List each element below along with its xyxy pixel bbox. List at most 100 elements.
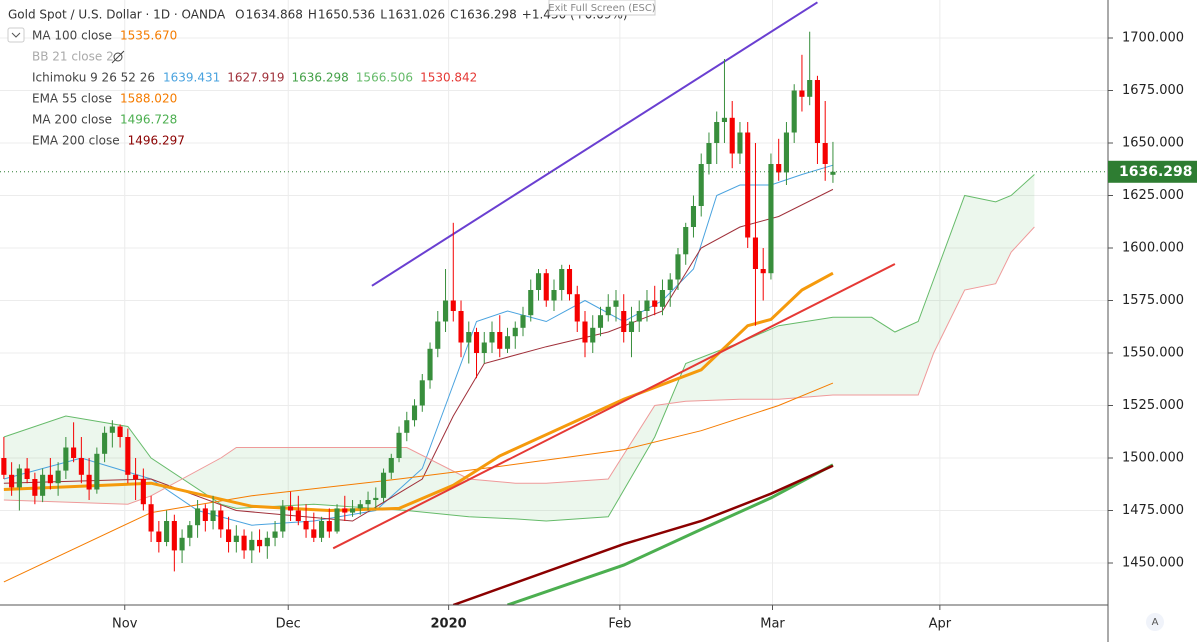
candle-body xyxy=(776,164,782,173)
legend-value: 1566.506 xyxy=(356,71,413,85)
candle-body xyxy=(799,90,805,97)
legend-name: EMA 55 close xyxy=(32,92,112,106)
candle-body xyxy=(450,300,456,312)
legend-value: 1627.919 xyxy=(227,71,284,85)
candle-body xyxy=(257,539,263,547)
candle-body xyxy=(349,508,356,513)
legend-name: MA 100 close xyxy=(32,29,112,43)
candle-body xyxy=(528,290,534,316)
candle-body xyxy=(86,474,92,490)
x-tick-label: Dec xyxy=(276,617,301,632)
candle-body xyxy=(551,290,557,301)
collapse-icon xyxy=(11,32,21,38)
candle-body xyxy=(373,497,379,501)
candle-body xyxy=(721,117,728,123)
indicator-line xyxy=(452,464,834,605)
ohlc-value: 1650.536 xyxy=(318,8,375,22)
ichimoku-line xyxy=(3,164,834,526)
candle-body xyxy=(396,432,402,459)
exit-button-label[interactable]: Exit Full Screen (ESC) xyxy=(548,3,656,14)
candle-body xyxy=(760,269,766,274)
legend-value: 1588.020 xyxy=(120,92,177,106)
ohlc-key: L xyxy=(380,8,387,22)
candle-body xyxy=(388,458,394,473)
candle-body xyxy=(357,504,363,509)
candle-body xyxy=(504,336,511,349)
candle-body xyxy=(830,171,836,175)
ohlc-key: H xyxy=(308,8,317,22)
candle-body xyxy=(303,521,309,530)
candle-body xyxy=(71,447,77,459)
legend-name: EMA 200 close xyxy=(32,134,120,148)
candle-body xyxy=(768,164,774,274)
exit-button[interactable] xyxy=(548,0,656,16)
plot-area xyxy=(1,1,1035,605)
candle-body xyxy=(535,273,542,291)
legend-value: 1535.670 xyxy=(120,29,177,43)
x-tick-label: Apr xyxy=(929,617,952,632)
candle-body xyxy=(737,132,743,154)
candle-body xyxy=(683,227,689,255)
candle-body xyxy=(24,468,30,480)
candle-body xyxy=(466,332,472,343)
candle-body xyxy=(117,426,123,438)
candle-body xyxy=(125,437,131,475)
candle-body xyxy=(148,504,154,532)
legend-value: 1639.431 xyxy=(163,71,220,85)
candle-body xyxy=(652,300,658,307)
candle-body xyxy=(40,474,46,496)
candle-body xyxy=(814,80,820,144)
candle-body xyxy=(156,531,162,543)
last-price-box xyxy=(1108,160,1197,183)
ichimoku-line xyxy=(3,188,834,522)
auto-button-label[interactable]: A xyxy=(1152,617,1159,628)
auto-button[interactable] xyxy=(1146,613,1164,631)
indicator-line xyxy=(507,463,834,605)
candle-body xyxy=(411,405,418,421)
candle-body xyxy=(218,510,224,530)
candle-body xyxy=(1,458,7,475)
y-tick-label: 1700.000 xyxy=(1122,31,1184,46)
candle-body xyxy=(605,306,611,316)
candle-body xyxy=(442,300,449,322)
hidden-icon xyxy=(113,52,123,62)
candle-body xyxy=(597,315,604,328)
legend-value: 1636.298 xyxy=(292,71,349,85)
y-tick-label: 1650.000 xyxy=(1122,136,1184,151)
candle-body xyxy=(698,164,704,207)
candle-body xyxy=(621,311,627,333)
candle-body xyxy=(9,474,15,488)
candle-body xyxy=(435,321,441,349)
candle-body xyxy=(249,539,255,551)
y-tick-label: 1675.000 xyxy=(1122,83,1184,98)
grid xyxy=(0,0,1108,605)
candle-body xyxy=(512,327,518,337)
legend-value: 1496.297 xyxy=(128,134,185,148)
candle-body xyxy=(791,90,797,133)
candle-body xyxy=(164,521,170,543)
candle-body xyxy=(47,474,53,484)
legend-name: BB 21 close 2 xyxy=(32,50,114,64)
candle-body xyxy=(644,300,650,312)
ohlc-value: 1631.026 xyxy=(388,8,445,22)
collapse-toggle[interactable] xyxy=(7,27,25,43)
trend-line xyxy=(332,263,896,550)
candle-body xyxy=(365,500,371,505)
candle-body xyxy=(752,237,759,270)
candle-body xyxy=(288,506,294,511)
candle-body xyxy=(419,380,425,406)
candle-body xyxy=(520,315,526,328)
indicator-line xyxy=(3,382,834,583)
ohlc-value: 1634.868 xyxy=(246,8,303,22)
candle-body xyxy=(822,143,828,165)
candle-body xyxy=(481,342,487,354)
candle-body xyxy=(574,294,580,322)
x-tick-label: Mar xyxy=(760,617,785,632)
candle-body xyxy=(140,479,146,505)
candle-body xyxy=(32,479,38,496)
y-tick-label: 1550.000 xyxy=(1122,346,1184,361)
ohlc-key: O xyxy=(235,8,244,22)
legend-name: MA 200 close xyxy=(32,113,112,127)
candle-body xyxy=(559,269,565,291)
